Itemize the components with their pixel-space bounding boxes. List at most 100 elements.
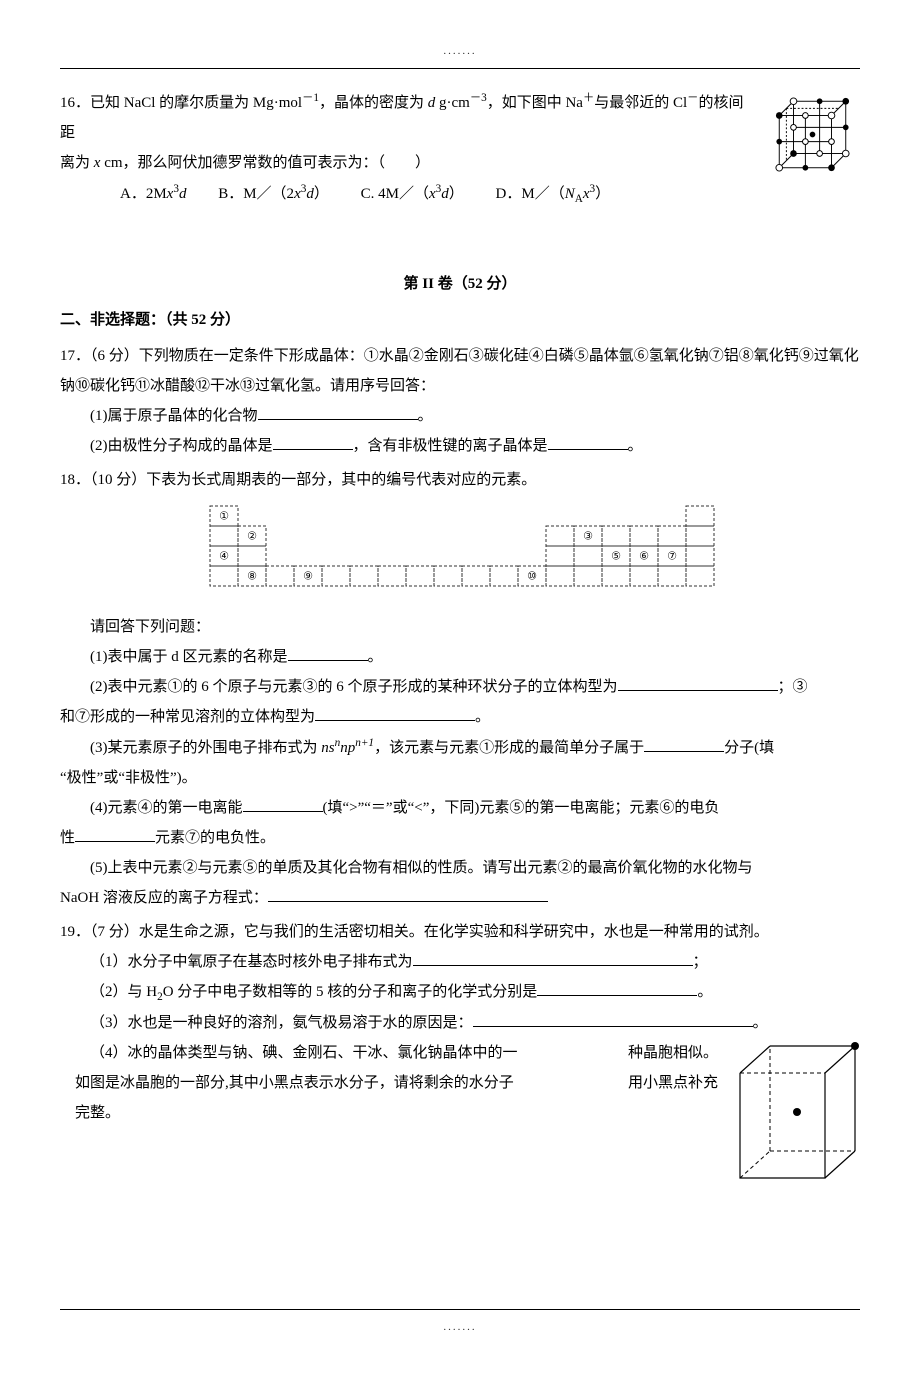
blank xyxy=(288,644,368,661)
q19-s4a: （4）冰的晶体类型与钠、碘、金刚石、干冰、氯化钠晶体中的一 xyxy=(90,1045,518,1061)
q18-s1-end: 。 xyxy=(368,649,383,665)
q18-s5a: (5)上表中元素②与元素⑤的单质及其化合物有相似的性质。请写出元素②的最高价氧化… xyxy=(90,860,753,876)
q16-stem-a: 16．已知 NaCl 的摩尔质量为 Mg·mol xyxy=(60,95,302,111)
q19-s4b: 种晶胞相似。 xyxy=(628,1038,718,1068)
q17-stem: 17．（6 分）下列物质在一定条件下形成晶体：①水晶②金刚石③碳化硅④白磷⑤晶体… xyxy=(60,348,859,394)
pt-n8: ⑧ xyxy=(247,570,257,582)
q18-s5b: NaOH 溶液反应的离子方程式： xyxy=(60,890,268,906)
footer-dots: ....... xyxy=(60,1316,860,1338)
q19-stem: 19．（7 分）水是生命之源，它与我们的生活密切相关。在化学实验和科学研究中，水… xyxy=(60,924,769,940)
q19-s2a: （2）与 H xyxy=(90,984,157,1000)
q18-s3: (3)某元素原子的外围电子排布式为 nsnnpn+1，该元素与元素①形成的最简单… xyxy=(60,732,860,763)
q18-s5b-line: NaOH 溶液反应的离子方程式： xyxy=(60,883,860,913)
dot-icon xyxy=(851,1042,859,1050)
q18-n1: n+1 xyxy=(355,737,374,749)
pt-n6: ⑥ xyxy=(639,550,649,562)
part2-heading: 二、非选择题：（共 52 分） xyxy=(60,305,860,335)
q18-s2c: 和⑦形成的一种常见溶剂的立体构型为 xyxy=(60,709,315,725)
q16-figure xyxy=(765,87,860,193)
blank xyxy=(273,433,353,450)
optA-c: d xyxy=(179,186,187,202)
q18-s3c: 分子(填 xyxy=(724,740,774,756)
q18: 18．（10 分）下表为长式周期表的一部分，其中的编号代表对应的元素。 xyxy=(60,465,860,913)
blank xyxy=(644,735,724,752)
optD-d: ） xyxy=(595,186,610,202)
q18-s2c-line: 和⑦形成的一种常见溶剂的立体构型为 。 xyxy=(60,702,860,732)
top-rule xyxy=(60,68,860,69)
q19-s2: （2）与 H2O 分子中电子数相等的 5 核的分子和离子的化学式分别是。 xyxy=(60,977,860,1009)
q18-s5: (5)上表中元素②与元素⑤的单质及其化合物有相似的性质。请写出元素②的最高价氧化… xyxy=(60,853,860,883)
q18-s4: (4)元素④的第一电离能 (填“>”“＝”或“<”，下同)元素⑤的第一电离能；元素… xyxy=(60,793,860,823)
q18-follow: 请回答下列问题： xyxy=(60,612,860,642)
pt-n7: ⑦ xyxy=(667,550,677,562)
header-dots: ....... xyxy=(60,40,860,62)
periodic-table-figure: ① ② ③ ④ ⑤ ⑥ ⑦ ⑧ ⑨ ⑩ xyxy=(60,501,860,602)
blank xyxy=(618,674,778,691)
q16-opt-d: D．M／（NAx3） xyxy=(496,178,611,211)
q17-s2-end: 。 xyxy=(628,438,643,454)
q17-s2b: ，含有非极性键的离子晶体是 xyxy=(353,438,548,454)
q16-line2-b: cm，那么阿伏加德罗常数的值可表示为：（ ） xyxy=(100,155,430,171)
q16-line2-a: 离为 xyxy=(60,155,94,171)
q19-s2-end: 。 xyxy=(697,984,712,1000)
blank xyxy=(268,885,548,902)
q18-s4d: 元素⑦的电负性。 xyxy=(155,830,275,846)
blank xyxy=(473,1011,753,1028)
q19-s1-end: ； xyxy=(693,954,708,970)
q18-s3a: (3)某元素原子的外围电子排布式为 xyxy=(90,740,321,756)
q18-s4c-line: 性元素⑦的电负性。 xyxy=(60,823,860,853)
q19-s1: （1）水分子中氧原子在基态时核外电子排布式为 ； xyxy=(60,947,860,977)
q18-np: np xyxy=(340,740,355,756)
q18-s4b: (填“>”“＝”或“<”，下同)元素⑤的第一电离能；元素⑥的电负 xyxy=(323,800,720,816)
q17-sub2: (2)由极性分子构成的晶体是 ，含有非极性键的离子晶体是 。 xyxy=(60,431,860,461)
blank xyxy=(243,795,323,812)
q16-stem-c: g·cm xyxy=(435,95,470,111)
blank xyxy=(537,979,697,996)
optB-c: d xyxy=(306,186,314,202)
q18-s2: (2)表中元素①的 6 个原子与元素③的 6 个原子形成的某种环状分子的立体构型… xyxy=(60,672,860,702)
q19-s3: （3）水也是一种良好的溶剂，氨气极易溶于水的原因是： 。 xyxy=(60,1008,860,1038)
dot-icon xyxy=(793,1108,801,1116)
optB-a: B．M／（2 xyxy=(218,186,294,202)
blank xyxy=(258,403,418,420)
q16-sup-na: ＋ xyxy=(583,92,594,104)
periodic-table-icon: ① ② ③ ④ ⑤ ⑥ ⑦ ⑧ ⑨ ⑩ xyxy=(200,501,720,591)
q19-s4d: 用小黑点补充 xyxy=(628,1068,718,1098)
blank xyxy=(75,825,155,842)
q18-s1: (1)表中属于 d 区元素的名称是。 xyxy=(60,642,860,672)
pt-n5: ⑤ xyxy=(611,550,621,562)
q18-s4a: (4)元素④的第一电离能 xyxy=(90,800,243,816)
q16-opt-b: B．M／（2x3d） xyxy=(218,178,329,209)
q16-opt-a: A．2Mx3d xyxy=(120,178,186,209)
optB-d: ） xyxy=(314,186,329,202)
optC-b: x xyxy=(429,186,436,202)
blank xyxy=(413,949,693,966)
pt-n10: ⑩ xyxy=(527,570,537,582)
optB-b: x xyxy=(294,186,301,202)
bottom-rule xyxy=(60,1309,860,1310)
pt-n2: ② xyxy=(247,530,257,542)
q16: 16．已知 NaCl 的摩尔质量为 Mg·mol－1，晶体的密度为 d g·cm… xyxy=(60,87,860,211)
q18-ns: ns xyxy=(321,740,334,756)
q19-s4c: 如图是冰晶胞的一部分,其中小黑点表示水分子，请将剩余的水分子 xyxy=(75,1075,514,1091)
q16-opt-c: C. 4M／（x3d） xyxy=(361,178,464,209)
q19-s1t: （1）水分子中氧原子在基态时核外电子排布式为 xyxy=(90,954,413,970)
q16-sup-c: －3 xyxy=(470,92,487,104)
q16-stem-e: 与最邻近的 Cl xyxy=(594,95,687,111)
q17: 17．（6 分）下列物质在一定条件下形成晶体：①水晶②金刚石③碳化硅④白磷⑤晶体… xyxy=(60,341,860,461)
q17-s2a: (2)由极性分子构成的晶体是 xyxy=(90,438,273,454)
q19-s3-end: 。 xyxy=(753,1015,768,1031)
optD-sub: A xyxy=(575,193,583,205)
part2-title: 第 II 卷（52 分） xyxy=(60,269,860,299)
optD-b: N xyxy=(565,186,575,202)
q16-sup-cl: － xyxy=(687,92,698,104)
optD-c: x xyxy=(583,186,590,202)
q16-sup-a: －1 xyxy=(302,92,319,104)
q19-figure xyxy=(730,1038,860,1199)
q19: 19．（7 分）水是生命之源，它与我们的生活密切相关。在化学实验和科学研究中，水… xyxy=(60,917,860,1208)
q16-options: A．2Mx3d B．M／（2x3d） C. 4M／（x3d） D．M／（NAx3… xyxy=(60,178,860,211)
pt-n4: ④ xyxy=(219,550,229,562)
q18-s2-end: 。 xyxy=(475,709,490,725)
q17-sub1: (1)属于原子晶体的化合物。 xyxy=(60,401,860,431)
q19-s3t: （3）水也是一种良好的溶剂，氨气极易溶于水的原因是： xyxy=(90,1015,473,1031)
